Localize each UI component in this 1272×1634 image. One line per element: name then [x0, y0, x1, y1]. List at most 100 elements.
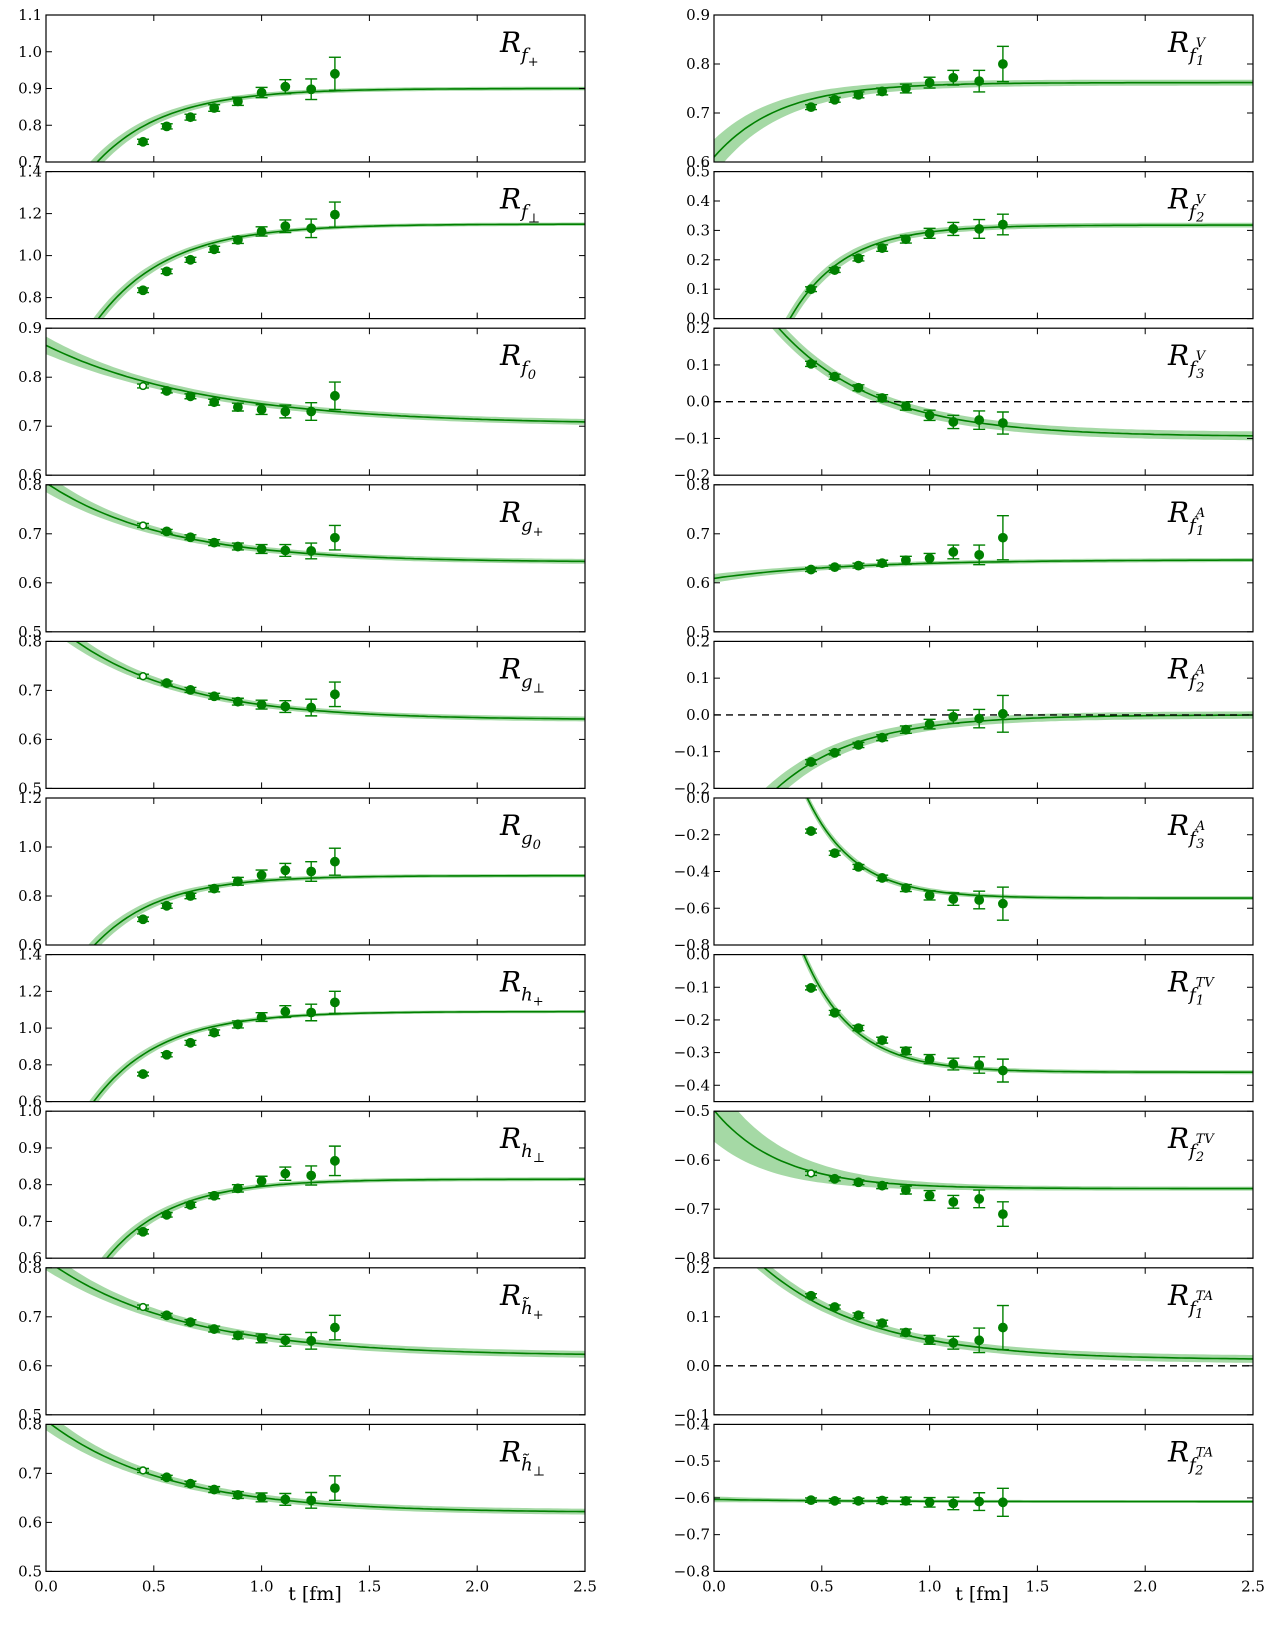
data-point	[208, 537, 221, 548]
plot-area	[714, 45, 1253, 162]
panel-label: RfTA 1	[1167, 1279, 1213, 1322]
y-tick-label: 0.5	[686, 623, 710, 641]
data-point	[160, 900, 173, 911]
y-tick-label: 1.2	[18, 789, 42, 807]
y-tick-label: 1.0	[18, 43, 42, 61]
data-point	[137, 381, 150, 391]
panel: −0.1 0.0 0.1 0.2 RfTA 1	[674, 1259, 1254, 1424]
y-tick-label: −0.8	[674, 936, 710, 954]
y-tick-label: 1.0	[18, 1019, 42, 1037]
y-tick-label: 0.8	[18, 368, 42, 386]
data-point	[899, 1327, 912, 1338]
y-tick-label: −0.1	[674, 1406, 710, 1424]
panel-label: RfTV 1	[1167, 966, 1215, 1009]
panel: 0.5 0.6 0.7 0.8 Rg⊥	[18, 632, 586, 797]
y-tick-label: −0.5	[674, 1102, 710, 1120]
y-tick-label: −0.6	[674, 899, 710, 917]
data-point	[137, 1302, 150, 1312]
y-tick-label: 0.9	[686, 6, 710, 24]
y-tick-label: −0.7	[674, 1526, 710, 1544]
data-point	[996, 886, 1009, 921]
data-point	[923, 1053, 936, 1065]
data-point	[876, 1495, 889, 1506]
y-tick-label: 0.8	[18, 289, 42, 307]
y-tick-label: 0.3	[686, 221, 710, 239]
y-tick-label: 0.0	[686, 310, 710, 328]
data-point	[947, 69, 960, 86]
y-tick-label: 0.8	[18, 887, 42, 905]
data-point	[184, 1037, 197, 1048]
data-point	[208, 883, 221, 894]
data-point	[828, 1495, 841, 1506]
data-point	[876, 1318, 889, 1329]
panel-label: Rh̃+	[499, 1279, 544, 1323]
y-tick-label: 0.6	[18, 1249, 42, 1267]
y-tick-label: −0.2	[674, 779, 710, 797]
data-point	[876, 1180, 889, 1191]
panel: 0.0 0.5 1.0 1.5 2.0 2.5 −0.8 −0.7 −0.6 −0.5 −0.4 Rf…	[674, 1415, 1265, 1595]
data-point	[876, 86, 889, 97]
data-point	[876, 1035, 889, 1046]
y-tick-label: 0.0	[686, 946, 710, 964]
panel: 0.7 0.8 0.9 1.0 1.1 Rf+	[18, 6, 586, 171]
fit-curve	[97, 223, 585, 319]
data-point	[184, 532, 197, 543]
y-tick-label: 0.6	[686, 574, 710, 592]
plot-area	[46, 336, 585, 425]
panel-frame	[713, 484, 1254, 633]
data-point	[996, 1487, 1009, 1517]
y-tick-label: 0.6	[686, 153, 710, 171]
data-point	[996, 213, 1009, 236]
fit-curve	[47, 484, 585, 563]
data-point	[137, 1466, 150, 1475]
y-tick-label: 0.8	[18, 1176, 42, 1194]
data-point	[255, 86, 268, 99]
panel-label: Rh̃⊥	[499, 1435, 545, 1479]
fit-curve	[763, 1267, 1253, 1360]
y-tick-label: 0.4	[686, 192, 710, 210]
data-point	[805, 102, 818, 113]
data-point	[208, 1484, 221, 1495]
fit-band	[46, 336, 585, 425]
data-point	[852, 1023, 865, 1033]
data-point	[255, 226, 268, 237]
y-tick-label: 0.2	[686, 1259, 710, 1277]
y-tick-label: 0.9	[18, 80, 42, 98]
data-point	[876, 873, 889, 883]
fit-band	[801, 954, 1253, 1075]
data-point	[137, 672, 150, 681]
data-point	[899, 1185, 912, 1195]
y-tick-label: 1.4	[18, 946, 42, 964]
panel-label: RfTA 2	[1167, 1435, 1213, 1478]
data-point	[828, 747, 841, 758]
panel: −0.2 −0.1 0.0 0.1 0.2 RfA 2	[674, 632, 1254, 797]
y-tick-label: 0.1	[686, 669, 710, 687]
data-point	[996, 1201, 1009, 1228]
data-point	[996, 694, 1009, 733]
y-tick-label: 0.8	[686, 55, 710, 73]
y-tick-label: 0.7	[18, 1308, 42, 1326]
y-tick-label: 0.5	[686, 163, 710, 181]
y-tick-label: 0.8	[18, 1259, 42, 1277]
data-point	[208, 1027, 221, 1038]
plot-area	[46, 1267, 585, 1358]
data-point	[305, 698, 318, 717]
data-point	[231, 541, 244, 552]
panel-label: Rg0	[499, 809, 541, 853]
y-tick-label: 0.0	[686, 706, 710, 724]
y-tick-label: 0.6	[18, 574, 42, 592]
data-point	[852, 89, 865, 100]
plot-area	[66, 641, 585, 722]
plot-area	[804, 798, 1253, 921]
panel-label: Rh+	[499, 966, 544, 1010]
data-point	[805, 1169, 818, 1178]
data-point	[852, 740, 865, 750]
panel-frame	[713, 953, 1254, 1103]
data-point	[137, 914, 150, 925]
data-point	[876, 393, 889, 403]
data-point	[899, 883, 912, 893]
panel-label: RfA 3	[1167, 809, 1205, 852]
y-tick-label: −0.4	[674, 1415, 710, 1433]
data-point	[328, 1145, 341, 1177]
